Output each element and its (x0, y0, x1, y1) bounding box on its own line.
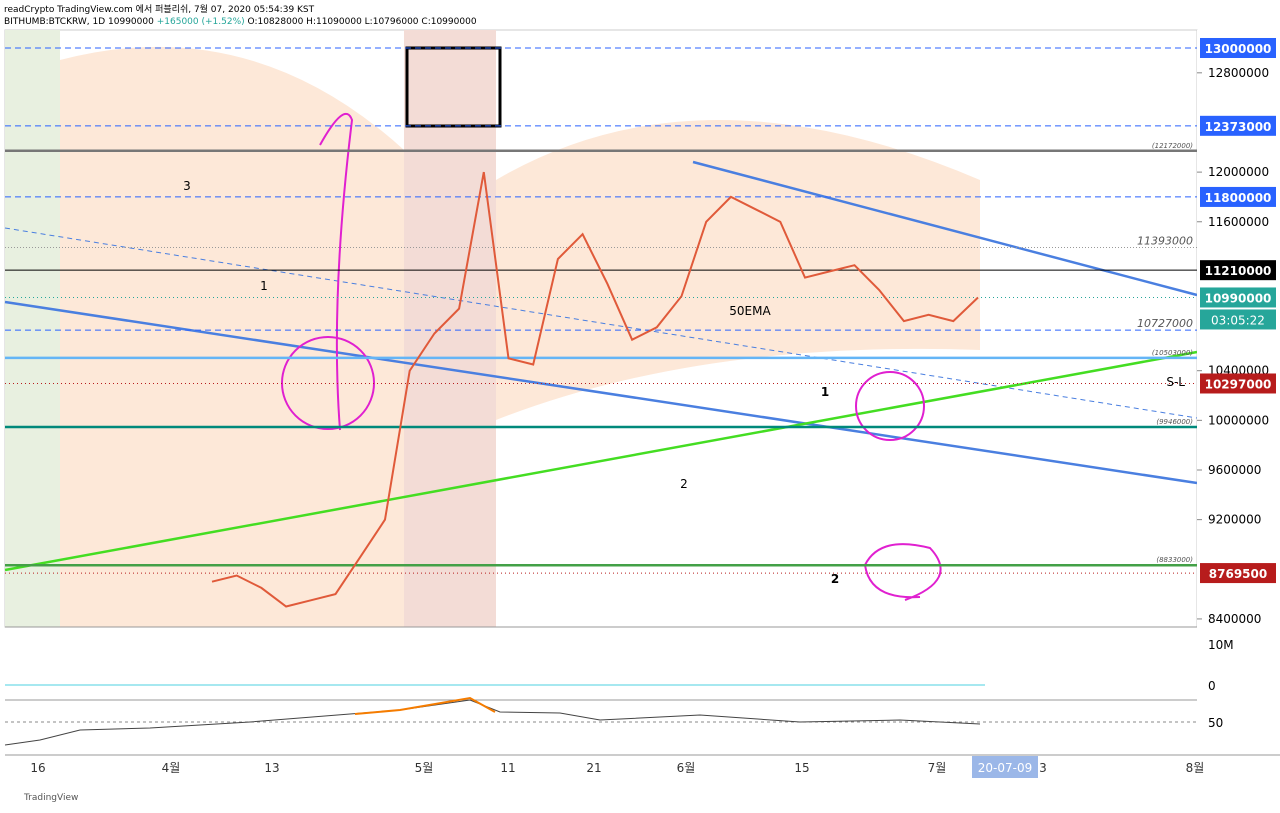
price-tag-label: 12373000 (1205, 120, 1272, 134)
h-label: H: (306, 17, 316, 27)
c-label: C: (421, 17, 430, 27)
l: 10796000 (373, 17, 419, 27)
change: +165000 (+1.52%) (157, 17, 245, 27)
price-tag-label: 11800000 (1205, 191, 1272, 205)
price-tag-label: 11210000 (1205, 264, 1272, 278)
price-tag (1200, 37, 1276, 58)
price-tag-label: 13000000 (1205, 42, 1272, 56)
level-label: (8833000) (1156, 556, 1193, 564)
level-label: 11393000 (1137, 234, 1193, 247)
countdown-tag (1200, 309, 1276, 330)
level-label: (12172000) (1152, 142, 1193, 150)
last: 10990000 (108, 17, 154, 27)
price-tag (1200, 373, 1276, 394)
volume-tick: 10M (1208, 638, 1234, 652)
x-tick-label: 13 (264, 761, 279, 775)
x-tick-label: 15 (794, 761, 809, 775)
x-tick-label: 7월 (928, 761, 947, 775)
crosshair-date-bg (972, 756, 1038, 778)
price-tag-label: 10990000 (1205, 291, 1272, 305)
x-tick-label: 11 (500, 761, 515, 775)
o-label: O: (248, 17, 258, 27)
price-tag (1200, 563, 1276, 584)
y-tick-label: 11600000 (1208, 215, 1269, 229)
volume-tick: 0 (1208, 679, 1216, 693)
level-label: (9946000) (1156, 418, 1193, 426)
price-tag (1200, 287, 1276, 308)
x-tick-label: 6월 (677, 761, 696, 775)
level-label: 10727000 (1137, 317, 1193, 330)
c: 10990000 (431, 17, 477, 27)
x-tick-label: 20-07-09 (978, 761, 1032, 775)
annotation: S-L (1166, 375, 1185, 389)
x-tick-label: 8월 (1186, 761, 1205, 775)
plot-decor (4, 29, 1280, 756)
l-label: L: (365, 17, 373, 27)
annotation: 50EMA (729, 304, 771, 318)
footer: TradingView (23, 793, 78, 803)
y-tick-label: 8400000 (1208, 612, 1261, 626)
y-tick-label: 9200000 (1208, 513, 1261, 527)
price-tag-label: 8769500 (1209, 567, 1267, 581)
annotation: 3 (183, 179, 191, 193)
price-tag (1200, 186, 1276, 207)
countdown: 03:05:22 (1211, 313, 1265, 327)
annotation: 1 (821, 385, 829, 399)
publisher: readCrypto TradingView.com 에서 퍼블리쉬, 7월 0… (4, 3, 315, 15)
annotation: 1 (260, 279, 268, 293)
x-tick-label: 16 (30, 761, 45, 775)
symbol-line: BITHUMB:BTCKRW, 1D 10990000 +165000 (+1.… (4, 17, 477, 27)
annotation: 2 (831, 572, 839, 586)
annotation: 2 (680, 477, 688, 491)
x-tick-label: 4월 (162, 761, 181, 775)
x-tick-label: 21 (586, 761, 601, 775)
y-tick-label: 10000000 (1208, 413, 1269, 427)
x-tick-label: 3 (1039, 761, 1047, 775)
level-label: (10503000) (1152, 349, 1193, 357)
y-tick-label: 9600000 (1208, 463, 1261, 477)
price-tag (1200, 115, 1276, 136)
h: 11090000 (316, 17, 362, 27)
y-tick-label: 12000000 (1208, 165, 1269, 179)
price-tag (1200, 260, 1276, 281)
rsi-tick: 50 (1208, 716, 1223, 730)
o: 10828000 (257, 17, 303, 27)
y-tick-label: 12800000 (1208, 66, 1269, 80)
x-tick-label: 5월 (415, 761, 434, 775)
price-line-series (211, 171, 979, 608)
symbol: BITHUMB:BTCKRW, 1D (4, 17, 105, 27)
plot: 1280000012000000116000001040000010000000… (5, 37, 1276, 803)
price-tag-label: 10297000 (1205, 377, 1272, 391)
